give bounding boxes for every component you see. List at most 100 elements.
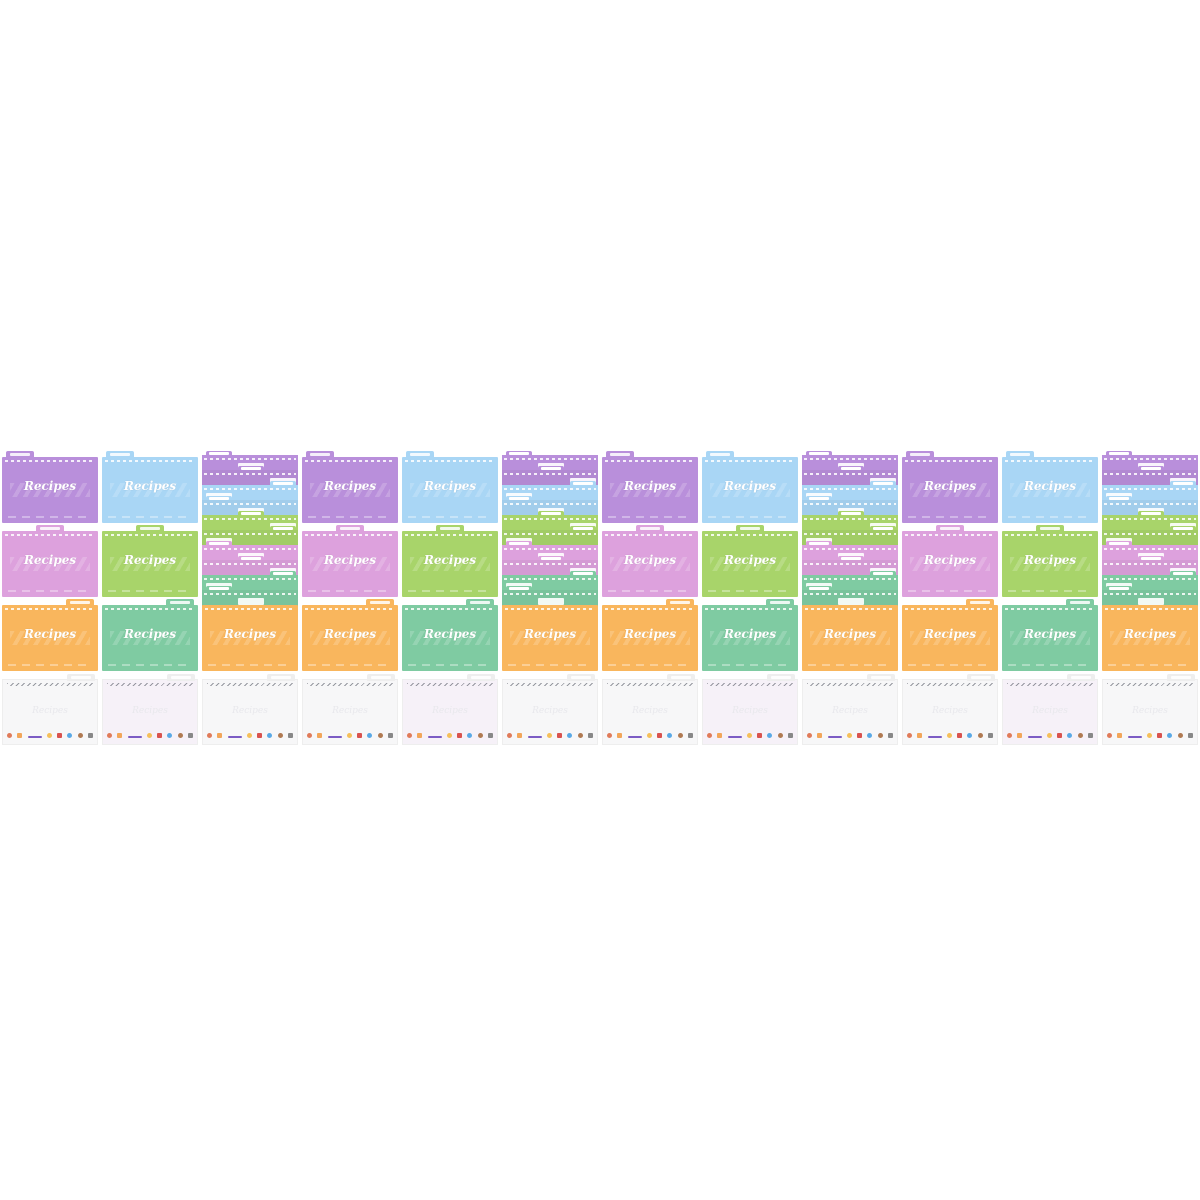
stitched-border bbox=[804, 518, 896, 520]
folder-body: Recipes bbox=[302, 457, 398, 523]
kitchen-utensil-icon bbox=[87, 733, 93, 738]
folder-footer-pattern bbox=[608, 590, 692, 592]
zigzag-border bbox=[707, 683, 793, 686]
stitched-border bbox=[1104, 518, 1196, 520]
folder-column: Recipes Recipes Recipes Recipes bbox=[700, 447, 800, 754]
leaf-pattern bbox=[810, 631, 890, 645]
kitchen-utensil-icon bbox=[907, 733, 912, 738]
stitched-border bbox=[1104, 503, 1196, 505]
folder-tab bbox=[306, 451, 334, 458]
folder-body: Recipes bbox=[702, 457, 798, 523]
kitchen-utensil-icon bbox=[977, 733, 983, 738]
kitchen-utensil-icon bbox=[677, 733, 683, 738]
leaf-pattern bbox=[610, 631, 690, 645]
card-watermark-title: Recipes bbox=[632, 706, 668, 716]
folder-title: Recipes bbox=[223, 627, 277, 641]
stitched-border bbox=[605, 534, 695, 536]
folder-tab bbox=[870, 481, 896, 486]
leaf-pattern bbox=[910, 557, 990, 571]
stitched-border bbox=[204, 548, 296, 550]
leaf-pattern bbox=[1010, 631, 1090, 645]
stitched-border bbox=[204, 593, 296, 595]
kitchen-utensil-icon bbox=[507, 733, 512, 738]
stitched-border bbox=[204, 473, 296, 475]
folder-body: Recipes bbox=[202, 605, 298, 671]
zigzag-border bbox=[407, 683, 493, 686]
blank-recipe-card: Recipes bbox=[802, 674, 898, 745]
stitched-border bbox=[1005, 460, 1095, 462]
folder-title: Recipes bbox=[623, 627, 677, 641]
folder-tab bbox=[570, 526, 596, 531]
kitchen-utensil-icon bbox=[1127, 736, 1142, 738]
kitchen-icons-row bbox=[107, 730, 193, 738]
stitched-border bbox=[405, 608, 495, 610]
zigzag-border bbox=[107, 683, 193, 686]
folder-tab bbox=[606, 451, 634, 458]
kitchen-utensil-icon bbox=[807, 733, 812, 738]
kitchen-utensil-icon bbox=[877, 733, 883, 738]
folder-body: Recipes bbox=[102, 531, 198, 597]
leaf-pattern bbox=[710, 483, 790, 497]
folder-tab bbox=[336, 525, 364, 532]
stitched-border bbox=[504, 533, 596, 535]
kitchen-utensil-icon bbox=[77, 733, 83, 738]
zigzag-border bbox=[207, 683, 293, 686]
folder-tab bbox=[167, 674, 195, 681]
folder-footer-pattern bbox=[108, 590, 192, 592]
kitchen-icons-row bbox=[507, 730, 593, 738]
zigzag-border bbox=[607, 683, 693, 686]
folder-tab bbox=[67, 674, 95, 681]
kitchen-utensil-icon bbox=[167, 733, 173, 738]
stitched-border bbox=[504, 593, 596, 595]
leaf-pattern bbox=[110, 557, 190, 571]
kitchen-utensil-icon bbox=[617, 733, 623, 738]
folder-tab bbox=[1036, 525, 1064, 532]
folder-title: Recipes bbox=[323, 553, 377, 567]
folder-body: Recipes bbox=[302, 531, 398, 597]
stitched-border bbox=[305, 534, 395, 536]
folder-stack-column: Recipes Recipes bbox=[500, 447, 600, 754]
kitchen-utensil-icon bbox=[1077, 733, 1083, 738]
folder-tab bbox=[36, 525, 64, 532]
leaf-pattern bbox=[410, 483, 490, 497]
kitchen-utensil-icon bbox=[487, 733, 493, 738]
kitchen-utensil-icon bbox=[827, 736, 842, 738]
stitched-border bbox=[204, 563, 296, 565]
recipe-folder-orange: Recipes bbox=[802, 605, 898, 671]
kitchen-utensil-icon bbox=[727, 736, 742, 738]
kitchen-utensil-icon bbox=[607, 733, 612, 738]
kitchen-utensil-icon bbox=[246, 733, 252, 738]
folder-tab bbox=[106, 451, 134, 458]
folder-tab bbox=[706, 451, 734, 458]
leaf-pattern bbox=[10, 631, 90, 645]
recipe-folder-pink: Recipes bbox=[602, 525, 698, 597]
folder-tab bbox=[406, 451, 434, 458]
folder-tab bbox=[206, 541, 232, 546]
card-watermark-title: Recipes bbox=[832, 706, 868, 716]
zigzag-border bbox=[807, 683, 893, 686]
folder-tab bbox=[1066, 599, 1094, 606]
recipe-folder-lime: Recipes bbox=[102, 525, 198, 597]
stitched-border bbox=[804, 563, 896, 565]
recipe-folder-lime: Recipes bbox=[402, 525, 498, 597]
kitchen-utensil-icon bbox=[157, 733, 163, 738]
kitchen-icons-row bbox=[1107, 730, 1193, 738]
card-watermark-title: Recipes bbox=[432, 706, 468, 716]
folder-body: Recipes bbox=[1002, 457, 1098, 523]
recipe-folder-purple: Recipes bbox=[2, 451, 98, 523]
folder-title: Recipes bbox=[123, 479, 177, 493]
folder-footer-pattern bbox=[308, 664, 392, 666]
stitched-border bbox=[204, 518, 296, 520]
kitchen-utensil-icon bbox=[1177, 733, 1183, 738]
folder-tab bbox=[538, 556, 564, 561]
label-window bbox=[838, 598, 864, 605]
folder-footer-pattern bbox=[1108, 664, 1192, 666]
recipe-folder-pink: Recipes bbox=[302, 525, 398, 597]
leaf-pattern bbox=[910, 631, 990, 645]
leaf-pattern bbox=[610, 557, 690, 571]
folder-tab bbox=[838, 556, 864, 561]
recipe-folder-purple: Recipes bbox=[902, 451, 998, 523]
stitched-border bbox=[605, 608, 695, 610]
folder-body: Recipes bbox=[302, 605, 398, 671]
folder-body: Recipes bbox=[602, 457, 698, 523]
